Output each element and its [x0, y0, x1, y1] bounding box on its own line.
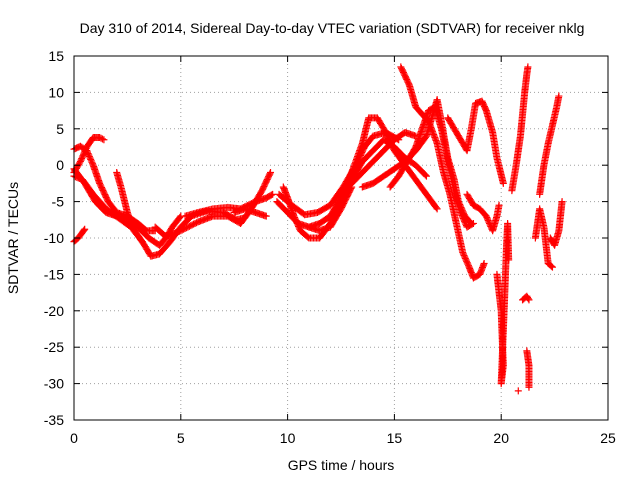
x-tick-label: 25: [600, 430, 616, 446]
series-arc-20: [493, 219, 513, 388]
x-tick-label: 5: [177, 430, 185, 446]
series-arc-24: [514, 387, 522, 395]
series-arc-19: [463, 190, 503, 235]
y-tick-label: 10: [48, 84, 64, 100]
y-tick-label: -20: [44, 303, 64, 319]
series-arc-26: [536, 92, 563, 198]
data-point: [433, 205, 441, 213]
data-point: [432, 204, 440, 212]
data-point: [480, 259, 488, 267]
x-axis-label: GPS time / hours: [288, 457, 395, 473]
series-arc-22: [519, 292, 533, 304]
data-point: [269, 190, 277, 198]
data-point: [558, 198, 566, 206]
data-point: [80, 226, 88, 234]
data-point: [81, 225, 89, 233]
data-point: [421, 171, 429, 179]
y-tick-label: -25: [44, 339, 64, 355]
data-point: [138, 238, 146, 246]
series-arc-21: [508, 63, 532, 195]
series-arc-14: [337, 128, 420, 198]
x-tick-label: 15: [387, 430, 403, 446]
x-tick-label: 20: [493, 430, 509, 446]
data-point: [495, 201, 503, 209]
data-point: [98, 135, 106, 143]
y-tick-label: -15: [44, 266, 64, 282]
y-tick-label: 15: [48, 48, 64, 64]
series-arc-7: [151, 168, 275, 241]
data-point: [468, 220, 476, 228]
y-tick-label: -30: [44, 376, 64, 392]
data-point: [100, 136, 108, 144]
data-point: [137, 236, 145, 244]
y-tick-label: -5: [52, 194, 65, 210]
series-arc-18: [444, 97, 507, 187]
y-tick-label: 0: [56, 157, 64, 173]
data-point: [547, 262, 555, 270]
data-point: [548, 263, 556, 271]
axis-ticks: 0 5 10 15 20 25 -35 -30 -25 -20 -15 -10 -5 0 5 10 15: [44, 48, 616, 446]
y-tick-label: -35: [44, 412, 64, 428]
x-tick-label: 10: [280, 430, 296, 446]
y-tick-label: 5: [56, 121, 64, 137]
data-point: [525, 383, 533, 391]
data-marks: [70, 63, 566, 395]
series-arc-17: [386, 103, 477, 231]
grid: [74, 56, 608, 420]
series-arc-9: [230, 205, 270, 220]
data-point: [524, 63, 532, 71]
data-point: [422, 172, 430, 180]
y-axis-label: SDTVAR / TECUs: [5, 182, 21, 294]
series-arc-23: [523, 347, 533, 391]
data-point: [524, 295, 532, 303]
data-point: [262, 212, 270, 220]
chart-title: Day 310 of 2014, Sidereal Day-to-day VTE…: [80, 20, 585, 36]
data-point: [505, 256, 513, 264]
data-point: [267, 168, 275, 176]
data-point: [525, 296, 533, 304]
series-arc-5: [70, 165, 185, 249]
data-point: [555, 92, 563, 100]
series-arc-25: [531, 205, 556, 271]
data-point: [176, 213, 184, 221]
data-point: [267, 191, 275, 199]
data-point: [469, 219, 477, 227]
x-tick-label: 0: [70, 430, 78, 446]
data-point: [514, 387, 522, 395]
series-arc-27: [546, 198, 566, 249]
y-tick-label: -10: [44, 230, 64, 246]
data-point: [499, 179, 507, 187]
data-point: [266, 170, 274, 178]
series-arc-6: [113, 168, 146, 246]
